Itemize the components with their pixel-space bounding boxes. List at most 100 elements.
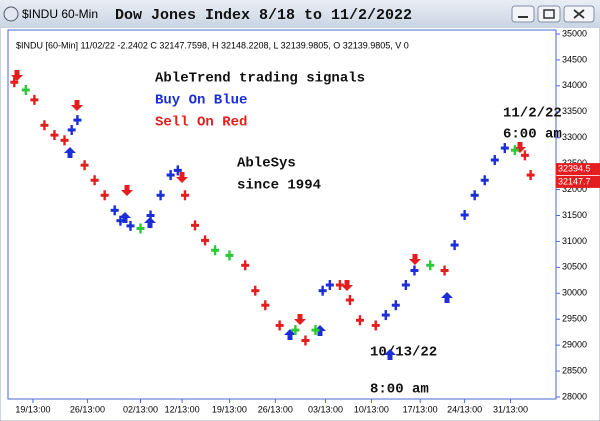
price-tag-label: 32147.7: [558, 176, 591, 186]
price-bar: [50, 130, 59, 141]
price-bar: [275, 320, 284, 331]
annotation: 6:00 am: [503, 127, 562, 143]
legend-entry: Sell On Red: [155, 115, 247, 131]
bar-tick: [90, 178, 99, 182]
y-tick-label: 28000: [562, 391, 587, 401]
price-bar: [211, 245, 220, 256]
price-bar: [201, 235, 210, 246]
bar-tick: [67, 128, 76, 132]
bar-tick: [136, 226, 145, 230]
price-bar: [180, 190, 189, 201]
bar-tick: [371, 323, 380, 327]
bar-tick: [201, 238, 210, 242]
x-tick-label: 03/13:00: [308, 404, 343, 414]
buy-arrow: [441, 292, 453, 303]
price-tag-label: 32394.5: [558, 163, 591, 173]
bar-tick: [241, 263, 250, 267]
sell-arrow: [341, 280, 353, 291]
bar-tick: [311, 328, 320, 332]
bar-tick: [335, 283, 344, 287]
bar-tick: [251, 289, 260, 293]
bar-tick: [30, 98, 39, 102]
bar-tick: [116, 219, 125, 223]
sell-arrow: [176, 172, 188, 183]
x-tick-label: 31/13:00: [493, 404, 528, 414]
price-bar: [371, 320, 380, 331]
bar-tick: [180, 193, 189, 197]
bar-tick: [60, 138, 69, 142]
window-buttons: [511, 5, 595, 23]
bar-tick: [391, 303, 400, 307]
y-tick-label: 31500: [562, 210, 587, 220]
x-tick-label: 17/13:00: [403, 404, 438, 414]
bar-tick: [520, 153, 529, 157]
bar-tick: [146, 214, 155, 217]
y-tick-label: 32500: [562, 158, 587, 168]
bar-tick: [173, 168, 182, 172]
y-tick-label: 32000: [562, 184, 587, 194]
price-bar: [335, 279, 344, 290]
price-bar: [440, 265, 449, 276]
bar-tick: [325, 283, 334, 287]
price-bar: [325, 279, 334, 290]
app-icon[interactable]: [3, 6, 19, 22]
buy-arrow: [314, 325, 326, 336]
y-tick-label: 34500: [562, 54, 587, 64]
y-tick-label: 29000: [562, 340, 587, 350]
annotation: 10/13/22: [370, 345, 437, 361]
sell-arrow: [11, 70, 23, 81]
y-tick-label: 31000: [562, 236, 587, 246]
maximize-icon: [543, 9, 555, 19]
price-bar: [526, 170, 535, 181]
y-tick-label: 30500: [562, 262, 587, 272]
bar-tick: [526, 173, 535, 177]
y-tick-label: 34000: [562, 80, 587, 90]
price-bar: [100, 190, 109, 201]
minimize-button[interactable]: [511, 5, 535, 23]
bar-tick: [401, 283, 410, 287]
annotation: AbleTrend trading signals: [155, 71, 365, 87]
bar-tick: [381, 313, 390, 317]
bar-tick: [291, 328, 300, 332]
bar-tick: [500, 146, 509, 150]
bar-tick: [480, 178, 489, 182]
x-tick-label: 26/13:00: [258, 404, 293, 414]
price-bar: [146, 210, 155, 221]
bar-tick: [156, 193, 165, 197]
window-title: $INDU 60-Min: [22, 7, 98, 21]
bar-tick: [211, 248, 220, 252]
annotation: AbleSys: [237, 156, 296, 172]
annotation: 11/2/22: [503, 106, 562, 122]
bar-tick: [426, 263, 435, 267]
price-bar: [391, 300, 400, 311]
bar-tick: [490, 158, 499, 162]
sell-arrow: [409, 254, 421, 265]
price-bar: [30, 94, 39, 105]
price-bar: [67, 124, 76, 135]
maximize-button[interactable]: [537, 5, 561, 23]
x-tick-label: 10/13:00: [354, 404, 389, 414]
y-tick-label: 29500: [562, 314, 587, 324]
price-bar: [410, 265, 419, 276]
bar-tick: [10, 80, 19, 84]
price-bar: [60, 135, 69, 146]
x-tick-label: 12/13:00: [165, 404, 200, 414]
y-tick-label: 30000: [562, 288, 587, 298]
price-bar: [301, 335, 310, 346]
buy-arrow: [384, 349, 396, 360]
price-bar: [90, 175, 99, 186]
bar-tick: [440, 268, 449, 272]
signal-arrows: [11, 70, 526, 360]
bar-tick: [261, 303, 270, 307]
bar-tick: [275, 323, 284, 327]
sell-arrow: [294, 314, 306, 325]
bar-tick: [126, 224, 135, 228]
price-bar: [191, 220, 200, 231]
chart-title: Dow Jones Index 8/18 to 11/2/2022: [115, 7, 412, 24]
bar-tick: [191, 223, 200, 227]
price-bar: [318, 285, 327, 296]
bar-tick: [225, 253, 234, 257]
bar-tick: [450, 243, 459, 247]
title-bar: [0, 0, 600, 28]
bar-tick: [510, 148, 519, 152]
